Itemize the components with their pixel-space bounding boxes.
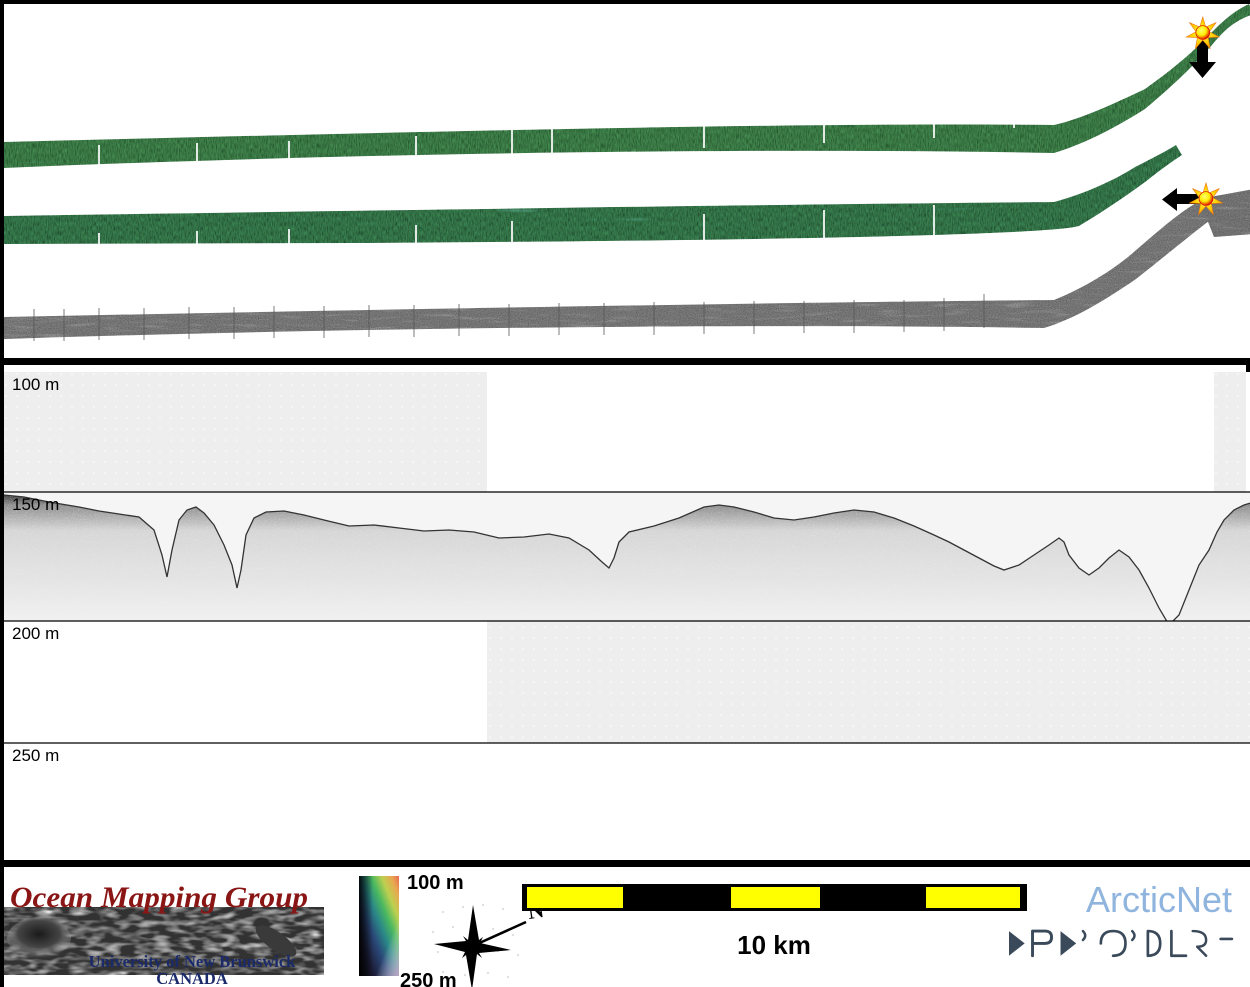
svg-text:250 m: 250 m (12, 746, 59, 765)
svg-text:200 m: 200 m (12, 624, 59, 643)
svg-text:Ocean Mapping Group: Ocean Mapping Group (10, 881, 308, 914)
svg-text:ArcticNet: ArcticNet (1086, 879, 1232, 920)
svg-text:10 km: 10 km (737, 930, 811, 960)
svg-text:150 m: 150 m (12, 495, 59, 514)
svg-text:CANADA: CANADA (156, 969, 228, 987)
svg-text:100 m: 100 m (407, 872, 464, 894)
svg-text:100 m: 100 m (12, 375, 59, 394)
svg-text:250 m: 250 m (400, 970, 457, 987)
